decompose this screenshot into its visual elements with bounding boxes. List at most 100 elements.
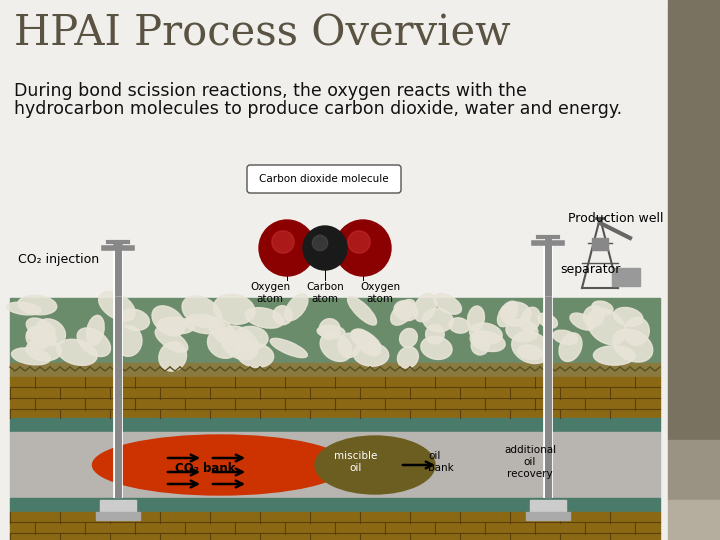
Ellipse shape	[352, 329, 380, 356]
Ellipse shape	[57, 339, 97, 366]
Bar	[96, 512, 140, 520]
Ellipse shape	[613, 329, 653, 362]
Text: Carbon dioxide molecule: Carbon dioxide molecule	[259, 174, 389, 184]
Ellipse shape	[521, 307, 540, 332]
Ellipse shape	[315, 436, 435, 494]
Ellipse shape	[99, 292, 135, 321]
Ellipse shape	[583, 306, 604, 327]
Ellipse shape	[77, 328, 111, 356]
Ellipse shape	[559, 333, 582, 361]
Ellipse shape	[6, 302, 41, 315]
Ellipse shape	[119, 309, 150, 330]
Ellipse shape	[592, 301, 613, 315]
Ellipse shape	[27, 318, 55, 339]
Ellipse shape	[185, 315, 225, 334]
Text: additional
oil
recovery: additional oil recovery	[504, 444, 556, 480]
Ellipse shape	[400, 328, 418, 347]
Ellipse shape	[467, 306, 485, 331]
Text: CO₂ bank: CO₂ bank	[175, 462, 235, 475]
Ellipse shape	[86, 315, 104, 345]
Ellipse shape	[391, 300, 415, 325]
Bar	[668, 500, 720, 540]
Circle shape	[259, 220, 315, 276]
Ellipse shape	[433, 294, 462, 314]
Ellipse shape	[348, 296, 377, 325]
Ellipse shape	[593, 346, 635, 365]
Ellipse shape	[158, 317, 194, 334]
Text: hydrocarbon molecules to produce carbon dioxide, water and energy.: hydrocarbon molecules to produce carbon …	[14, 100, 622, 118]
Ellipse shape	[207, 328, 240, 358]
Ellipse shape	[26, 339, 62, 361]
Ellipse shape	[500, 302, 531, 326]
Ellipse shape	[235, 338, 252, 352]
Ellipse shape	[208, 318, 238, 346]
Bar	[100, 500, 136, 512]
Bar	[10, 418, 660, 432]
Bar	[10, 498, 660, 512]
Ellipse shape	[214, 294, 255, 325]
Ellipse shape	[397, 347, 418, 368]
Ellipse shape	[471, 336, 489, 355]
Ellipse shape	[320, 332, 352, 361]
Bar	[10, 363, 660, 377]
Ellipse shape	[512, 332, 551, 363]
Ellipse shape	[354, 343, 389, 366]
Ellipse shape	[518, 345, 542, 360]
Ellipse shape	[238, 343, 274, 367]
Bar	[10, 377, 660, 418]
Text: HPAI Process Overview: HPAI Process Overview	[14, 12, 510, 54]
Ellipse shape	[92, 435, 348, 495]
Bar	[10, 512, 660, 540]
Bar	[668, 440, 720, 500]
Bar	[530, 500, 566, 512]
Text: Oxygen
atom: Oxygen atom	[360, 282, 400, 303]
Bar	[668, 0, 720, 440]
Ellipse shape	[220, 326, 258, 360]
Bar	[592, 238, 608, 250]
Ellipse shape	[413, 294, 436, 322]
Ellipse shape	[587, 308, 626, 345]
Ellipse shape	[426, 325, 444, 344]
Ellipse shape	[469, 323, 502, 344]
Ellipse shape	[115, 326, 142, 356]
Ellipse shape	[234, 326, 268, 349]
Ellipse shape	[319, 319, 340, 339]
Text: Carbon
atom: Carbon atom	[306, 282, 344, 303]
Bar	[10, 298, 660, 363]
Ellipse shape	[553, 330, 577, 345]
Ellipse shape	[470, 331, 505, 352]
Ellipse shape	[538, 313, 557, 328]
Ellipse shape	[498, 301, 518, 327]
Text: CO₂ injection: CO₂ injection	[18, 253, 99, 267]
Text: oil
bank: oil bank	[428, 451, 454, 473]
Ellipse shape	[152, 306, 185, 336]
Ellipse shape	[27, 329, 56, 343]
Circle shape	[114, 241, 122, 249]
Ellipse shape	[613, 307, 643, 326]
Ellipse shape	[270, 339, 307, 357]
Circle shape	[312, 235, 328, 251]
Ellipse shape	[338, 333, 360, 357]
Text: separator: separator	[560, 264, 621, 276]
Circle shape	[272, 231, 294, 253]
Text: Oxygen
atom: Oxygen atom	[250, 282, 290, 303]
Text: During bond scission reactions, the oxygen reacts with the: During bond scission reactions, the oxyg…	[14, 82, 527, 100]
Ellipse shape	[273, 306, 292, 325]
Text: Production well: Production well	[568, 212, 664, 225]
Ellipse shape	[36, 319, 66, 346]
Ellipse shape	[182, 296, 221, 328]
Text: miscible
oil: miscible oil	[334, 451, 378, 473]
Circle shape	[335, 220, 391, 276]
Ellipse shape	[624, 318, 649, 345]
Ellipse shape	[26, 326, 50, 350]
Circle shape	[303, 226, 347, 270]
Ellipse shape	[284, 294, 308, 321]
Ellipse shape	[351, 329, 381, 353]
Ellipse shape	[155, 328, 188, 352]
Ellipse shape	[420, 336, 452, 360]
Ellipse shape	[18, 295, 57, 315]
Bar	[612, 268, 640, 286]
Ellipse shape	[506, 320, 538, 342]
FancyBboxPatch shape	[247, 165, 401, 193]
Circle shape	[348, 231, 370, 253]
